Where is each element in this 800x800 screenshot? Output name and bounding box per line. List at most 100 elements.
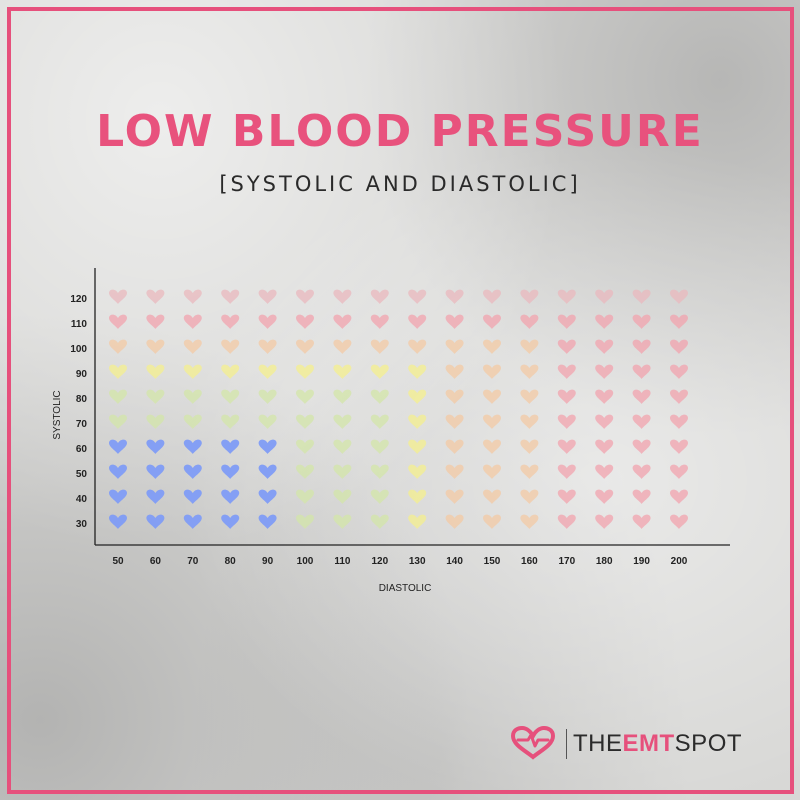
x-tick-label: 160 (521, 556, 538, 567)
heart-cell-pink (595, 339, 614, 354)
heart-cell-mauve (258, 289, 277, 304)
heart-cell-peach (333, 339, 352, 354)
heart-cell-green (333, 514, 352, 529)
x-tick-label: 120 (371, 556, 388, 567)
y-tick-label: 40 (76, 494, 88, 505)
heart-cell-yellow (296, 364, 314, 379)
heart-cell-yellow (408, 464, 427, 479)
chart-title: LOW BLOOD PRESSURE (96, 106, 704, 157)
x-axis-label: DIASTOLIC (379, 583, 432, 594)
heart-cell-blue (258, 439, 277, 454)
heart-cell-yellow (258, 364, 277, 379)
heart-cell-blue (146, 489, 165, 504)
heart-cell-pink (632, 464, 651, 479)
y-tick-labels: 120 110 100 90 80 70 60 50 40 30 (70, 294, 87, 530)
heart-cell-peach (520, 339, 539, 354)
heart-cell-peach (445, 439, 464, 454)
heart-cell-peach (109, 339, 127, 354)
x-tick-label: 50 (112, 556, 124, 567)
heart-cell-pink (632, 489, 651, 504)
heart-cell-green (258, 414, 277, 429)
heart-cell-blue (183, 489, 202, 504)
heart-cell-pink (670, 439, 688, 454)
brand-the: THE (573, 730, 623, 757)
heart-cell-peach (445, 339, 464, 354)
x-tick-label: 100 (297, 556, 314, 567)
heart-cell-mauve (109, 289, 127, 304)
heart-cell-peach (445, 489, 464, 504)
heart-cell-pink (557, 464, 576, 479)
y-tick-label: 90 (76, 369, 88, 380)
heart-cell-pink (670, 464, 688, 479)
heart-cell-green (333, 439, 352, 454)
heart-cell-pink (183, 314, 202, 329)
heart-cell-mauve (183, 289, 202, 304)
heart-cell-peach (520, 439, 539, 454)
heart-cell-green (333, 389, 352, 404)
heart-cell-pink (670, 314, 688, 329)
heart-cell-blue (109, 489, 127, 504)
heart-cell-blue (146, 439, 165, 454)
y-tick-label: 50 (76, 469, 88, 480)
page-frame (7, 7, 794, 794)
heart-cell-blue (146, 464, 165, 479)
heart-cell-green (370, 439, 389, 454)
heart-cell-pink (557, 439, 576, 454)
heart-cell-pink (146, 314, 165, 329)
heart-cell-green (296, 464, 314, 479)
brand-wordmark: THEEMTSPOT (573, 730, 742, 758)
heart-cell-pink (632, 414, 651, 429)
heart-cell-pink (595, 364, 614, 379)
heart-cell-blue (258, 514, 277, 529)
heart-cell-peach (483, 364, 501, 379)
heart-cell-green (370, 414, 389, 429)
heart-cell-mauve (557, 289, 576, 304)
brand-logo: THEEMTSPOT (508, 726, 742, 762)
heart-cell-blue (109, 439, 127, 454)
heart-cell-pink (670, 514, 688, 529)
heart-cell-pink (595, 389, 614, 404)
x-tick-label: 130 (409, 556, 426, 567)
heart-cell-peach (445, 364, 464, 379)
heart-cell-blue (146, 514, 165, 529)
y-tick-label: 30 (76, 519, 88, 530)
heart-cell-green (370, 514, 389, 529)
heart-cell-green (183, 389, 202, 404)
heart-cell-green (333, 489, 352, 504)
x-tick-label: 190 (633, 556, 650, 567)
heart-cell-pink (483, 314, 501, 329)
heart-cell-pink (632, 514, 651, 529)
heart-cell-pink (632, 439, 651, 454)
heart-cell-peach (296, 339, 314, 354)
heart-cell-blue (258, 464, 277, 479)
x-tick-label: 140 (446, 556, 463, 567)
heart-cell-blue (221, 514, 240, 529)
heart-cell-pink (670, 364, 688, 379)
heart-cell-peach (483, 464, 501, 479)
heart-cell-peach (221, 339, 240, 354)
heart-cell-pink (408, 314, 427, 329)
heart-cell-yellow (408, 364, 427, 379)
heart-cell-peach (408, 339, 427, 354)
y-tick-label: 100 (70, 344, 87, 355)
heart-cell-mauve (370, 289, 389, 304)
heart-cell-green (221, 414, 240, 429)
heart-cell-mauve (445, 289, 464, 304)
heart-cell-mauve (483, 289, 501, 304)
heart-cell-green (333, 464, 352, 479)
heart-cell-peach (183, 339, 202, 354)
heart-cell-blue (183, 464, 202, 479)
heart-cell-peach (483, 414, 501, 429)
heart-cell-pink (632, 339, 651, 354)
heart-cell-pink (595, 414, 614, 429)
x-tick-label: 170 (558, 556, 575, 567)
brand-emt: EMT (622, 730, 675, 757)
heart-cell-blue (183, 439, 202, 454)
heart-cell-pink (520, 314, 539, 329)
x-tick-label: 110 (334, 556, 351, 567)
y-tick-label: 60 (76, 444, 88, 455)
heart-cell-blue (109, 464, 127, 479)
heart-cell-yellow (333, 364, 352, 379)
heart-cell-pink (670, 339, 688, 354)
